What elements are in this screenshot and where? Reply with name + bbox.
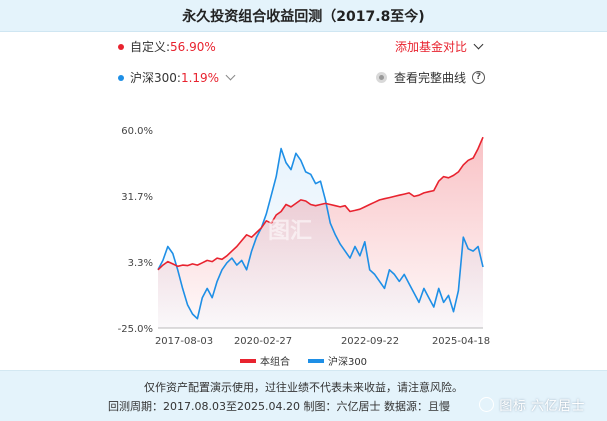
y-tick-label: 60.0% bbox=[121, 126, 153, 137]
platform-watermark: 图标 六亿居士 bbox=[479, 395, 585, 414]
index-series-dot bbox=[118, 74, 124, 81]
legend-label-portfolio: 本组合 bbox=[259, 357, 290, 368]
chart-legend: 本组合 沪深300 bbox=[0, 353, 607, 368]
full-curve-label: 查看完整曲线 bbox=[393, 71, 466, 85]
y-tick-label: 31.7% bbox=[121, 192, 153, 203]
custom-series-label: 自定义: bbox=[130, 40, 171, 54]
x-tick-label: 2022-09-22 bbox=[341, 336, 399, 347]
title-bar: 永久投资组合收益回测（2017.8至今) bbox=[0, 0, 607, 32]
legend-label-csi300: 沪深300 bbox=[327, 357, 368, 368]
page-title: 永久投资组合收益回测（2017.8至今) bbox=[182, 8, 425, 25]
watermark-text: 图标 六亿居士 bbox=[499, 399, 585, 414]
custom-series-row: 自定义: 56.90% bbox=[118, 38, 216, 55]
series-line-csi300 bbox=[157, 147, 484, 320]
legend-item-csi300[interactable]: 沪深300 bbox=[307, 353, 368, 368]
backtest-period-text: 回测周期：2017.08.03至2025.04.20 制图：六亿居士 数据源：且… bbox=[108, 400, 450, 413]
index-series-value: 1.19% bbox=[180, 70, 220, 85]
chevron-down-icon[interactable] bbox=[225, 70, 236, 81]
radio-icon[interactable] bbox=[375, 72, 387, 83]
platform-logo-icon bbox=[479, 397, 495, 412]
add-fund-compare-label: 添加基金对比 bbox=[394, 40, 467, 54]
add-fund-compare-button[interactable]: 添加基金对比 bbox=[394, 38, 484, 55]
backtest-line-chart: 图汇 60.0% 31.7% 3.3% -25.0% 2017-08-03 2020-0… bbox=[118, 126, 490, 347]
x-tick-label: 2025-04-18 bbox=[432, 336, 490, 347]
index-series-label: 沪深300: bbox=[130, 71, 181, 85]
custom-series-dot bbox=[118, 43, 124, 50]
legend-item-portfolio[interactable]: 本组合 bbox=[239, 353, 290, 368]
legend-swatch-csi300 bbox=[307, 358, 324, 363]
x-tick-label: 2020-02-27 bbox=[234, 336, 292, 347]
disclaimer-text: 仅作资产配置演示使用，过往业绩不代表未来收益，请注意风险。 bbox=[144, 381, 463, 394]
chart-watermark: 图汇 bbox=[268, 219, 312, 244]
help-icon[interactable]: ? bbox=[472, 71, 485, 84]
y-tick-label: -25.0% bbox=[118, 324, 153, 335]
index-series-row[interactable]: 沪深300: 1.19% bbox=[118, 69, 236, 86]
series-line-portfolio bbox=[157, 136, 484, 271]
full-curve-toggle[interactable]: 查看完整曲线 ? bbox=[375, 69, 485, 86]
x-tick-label: 2017-08-03 bbox=[155, 336, 213, 347]
y-tick-label: 3.3% bbox=[128, 258, 153, 269]
custom-series-value: 56.90% bbox=[170, 39, 216, 54]
footer-panel: 仅作资产配置演示使用，过往业绩不代表未来收益，请注意风险。 回测周期：2017.… bbox=[0, 370, 607, 421]
series-area-portfolio bbox=[158, 137, 483, 328]
legend-swatch-portfolio bbox=[239, 358, 256, 363]
chevron-down-icon bbox=[473, 39, 484, 50]
